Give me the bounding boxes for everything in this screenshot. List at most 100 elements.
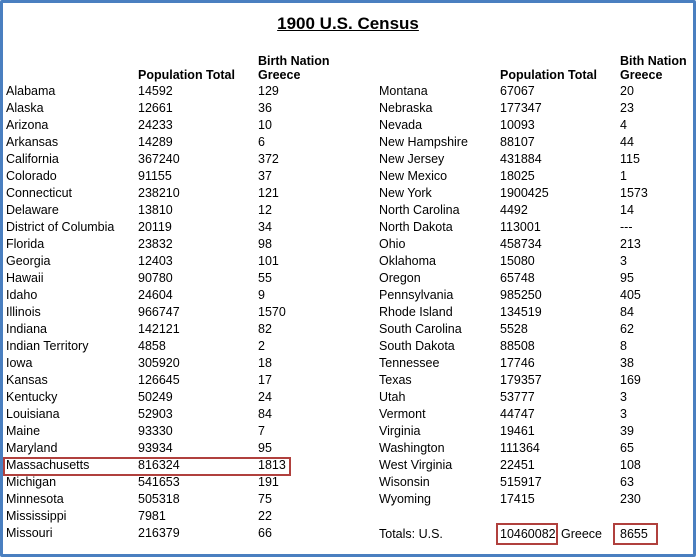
population-value: 91155 — [138, 169, 172, 183]
population-value: 177347 — [500, 101, 542, 115]
right-greece-header: Greece — [620, 68, 663, 82]
totals-label: Totals: U.S. — [379, 527, 443, 541]
left-birth-nation-header: Birth Nation — [258, 54, 330, 68]
greece-births-value: 39 — [620, 424, 634, 438]
state-name: Indiana — [6, 322, 48, 336]
state-name: Nebraska — [379, 101, 433, 115]
greece-births-value: 121 — [258, 186, 279, 200]
population-value: 18025 — [500, 169, 535, 183]
state-name: District of Columbia — [6, 220, 115, 234]
state-name: Idaho — [6, 288, 38, 302]
massachusetts-highlight-box — [3, 457, 291, 476]
greece-births-value: 213 — [620, 237, 641, 251]
greece-births-value: 62 — [620, 322, 634, 336]
greece-births-value: 84 — [620, 305, 634, 319]
state-name: Washington — [379, 441, 445, 455]
greece-births-value: 3 — [620, 407, 627, 421]
us-total-value: 10460082 — [500, 527, 556, 541]
state-name: North Carolina — [379, 203, 460, 217]
population-value: 238210 — [138, 186, 180, 200]
state-name: Arkansas — [6, 135, 59, 149]
greece-births-value: --- — [620, 220, 633, 234]
state-name: Ohio — [379, 237, 406, 251]
population-value: 24233 — [138, 118, 173, 132]
population-value: 24604 — [138, 288, 173, 302]
right-population-header: Population Total — [500, 68, 597, 82]
greece-births-value: 36 — [258, 101, 272, 115]
state-name: Iowa — [6, 356, 33, 370]
state-name: Georgia — [6, 254, 51, 268]
state-name: Wisonsin — [379, 475, 430, 489]
state-name: New Hampshire — [379, 135, 468, 149]
greece-births-value: 3 — [620, 390, 627, 404]
greece-total-highlight-box — [613, 523, 658, 545]
population-value: 966747 — [138, 305, 180, 319]
population-value: 44747 — [500, 407, 535, 421]
greece-births-value: 34 — [258, 220, 272, 234]
population-value: 22451 — [500, 458, 535, 472]
population-value: 88508 — [500, 339, 535, 353]
state-name: West Virginia — [379, 458, 453, 472]
state-name: Rhode Island — [379, 305, 453, 319]
population-value: 505318 — [138, 492, 180, 506]
state-name: Alaska — [6, 101, 44, 115]
greece-births-value: 6 — [258, 135, 265, 149]
population-value: 142121 — [138, 322, 180, 336]
state-name: North Dakota — [379, 220, 453, 234]
state-name: Maryland — [6, 441, 58, 455]
left-population-header: Population Total — [138, 68, 235, 82]
greece-births-value: 405 — [620, 288, 641, 302]
state-name: Colorado — [6, 169, 57, 183]
population-value: 1900425 — [500, 186, 549, 200]
state-name: Pennsylvania — [379, 288, 454, 302]
greece-births-value: 1570 — [258, 305, 286, 319]
greece-births-value: 44 — [620, 135, 634, 149]
state-name: Montana — [379, 84, 428, 98]
population-value: 23832 — [138, 237, 173, 251]
state-name: Oklahoma — [379, 254, 436, 268]
state-name: Massachusetts — [6, 458, 90, 472]
state-name: California — [6, 152, 59, 166]
greece-births-value: 169 — [620, 373, 641, 387]
greece-births-value: 17 — [258, 373, 272, 387]
greece-births-value: 9 — [258, 288, 265, 302]
greece-births-value: 38 — [620, 356, 634, 370]
greece-births-value: 10 — [258, 118, 272, 132]
greece-births-value: 1 — [620, 169, 627, 183]
state-name: Virginia — [379, 424, 421, 438]
population-value: 13810 — [138, 203, 173, 217]
population-value: 19461 — [500, 424, 535, 438]
greece-births-value: 66 — [258, 526, 272, 540]
greece-births-value: 12 — [258, 203, 272, 217]
population-value: 14289 — [138, 135, 173, 149]
state-name: Michigan — [6, 475, 57, 489]
state-name: Missouri — [6, 526, 53, 540]
state-name: Minnesota — [6, 492, 64, 506]
greece-births-value: 115 — [620, 152, 640, 166]
state-name: Texas — [379, 373, 412, 387]
population-value: 14592 — [138, 84, 173, 98]
greece-births-value: 75 — [258, 492, 272, 506]
population-value: 7981 — [138, 509, 166, 523]
greece-births-value: 2 — [258, 339, 265, 353]
population-value: 134519 — [500, 305, 542, 319]
population-value: 93934 — [138, 441, 173, 455]
population-value: 985250 — [500, 288, 542, 302]
population-value: 20119 — [138, 220, 172, 234]
population-value: 216379 — [138, 526, 180, 540]
state-name: Alabama — [6, 84, 56, 98]
population-value: 52903 — [138, 407, 173, 421]
state-name: Delaware — [6, 203, 59, 217]
state-name: Kansas — [6, 373, 48, 387]
greece-total-label: Greece — [561, 527, 602, 541]
population-value: 50249 — [138, 390, 173, 404]
population-value: 126645 — [138, 373, 180, 387]
greece-births-value: 18 — [258, 356, 272, 370]
population-value: 17415 — [500, 492, 535, 506]
state-name: Maine — [6, 424, 41, 438]
population-value: 816324 — [138, 458, 180, 472]
state-name: Oregon — [379, 271, 421, 285]
greece-births-value: 372 — [258, 152, 279, 166]
greece-births-value: 1573 — [620, 186, 648, 200]
state-name: Arizona — [6, 118, 49, 132]
